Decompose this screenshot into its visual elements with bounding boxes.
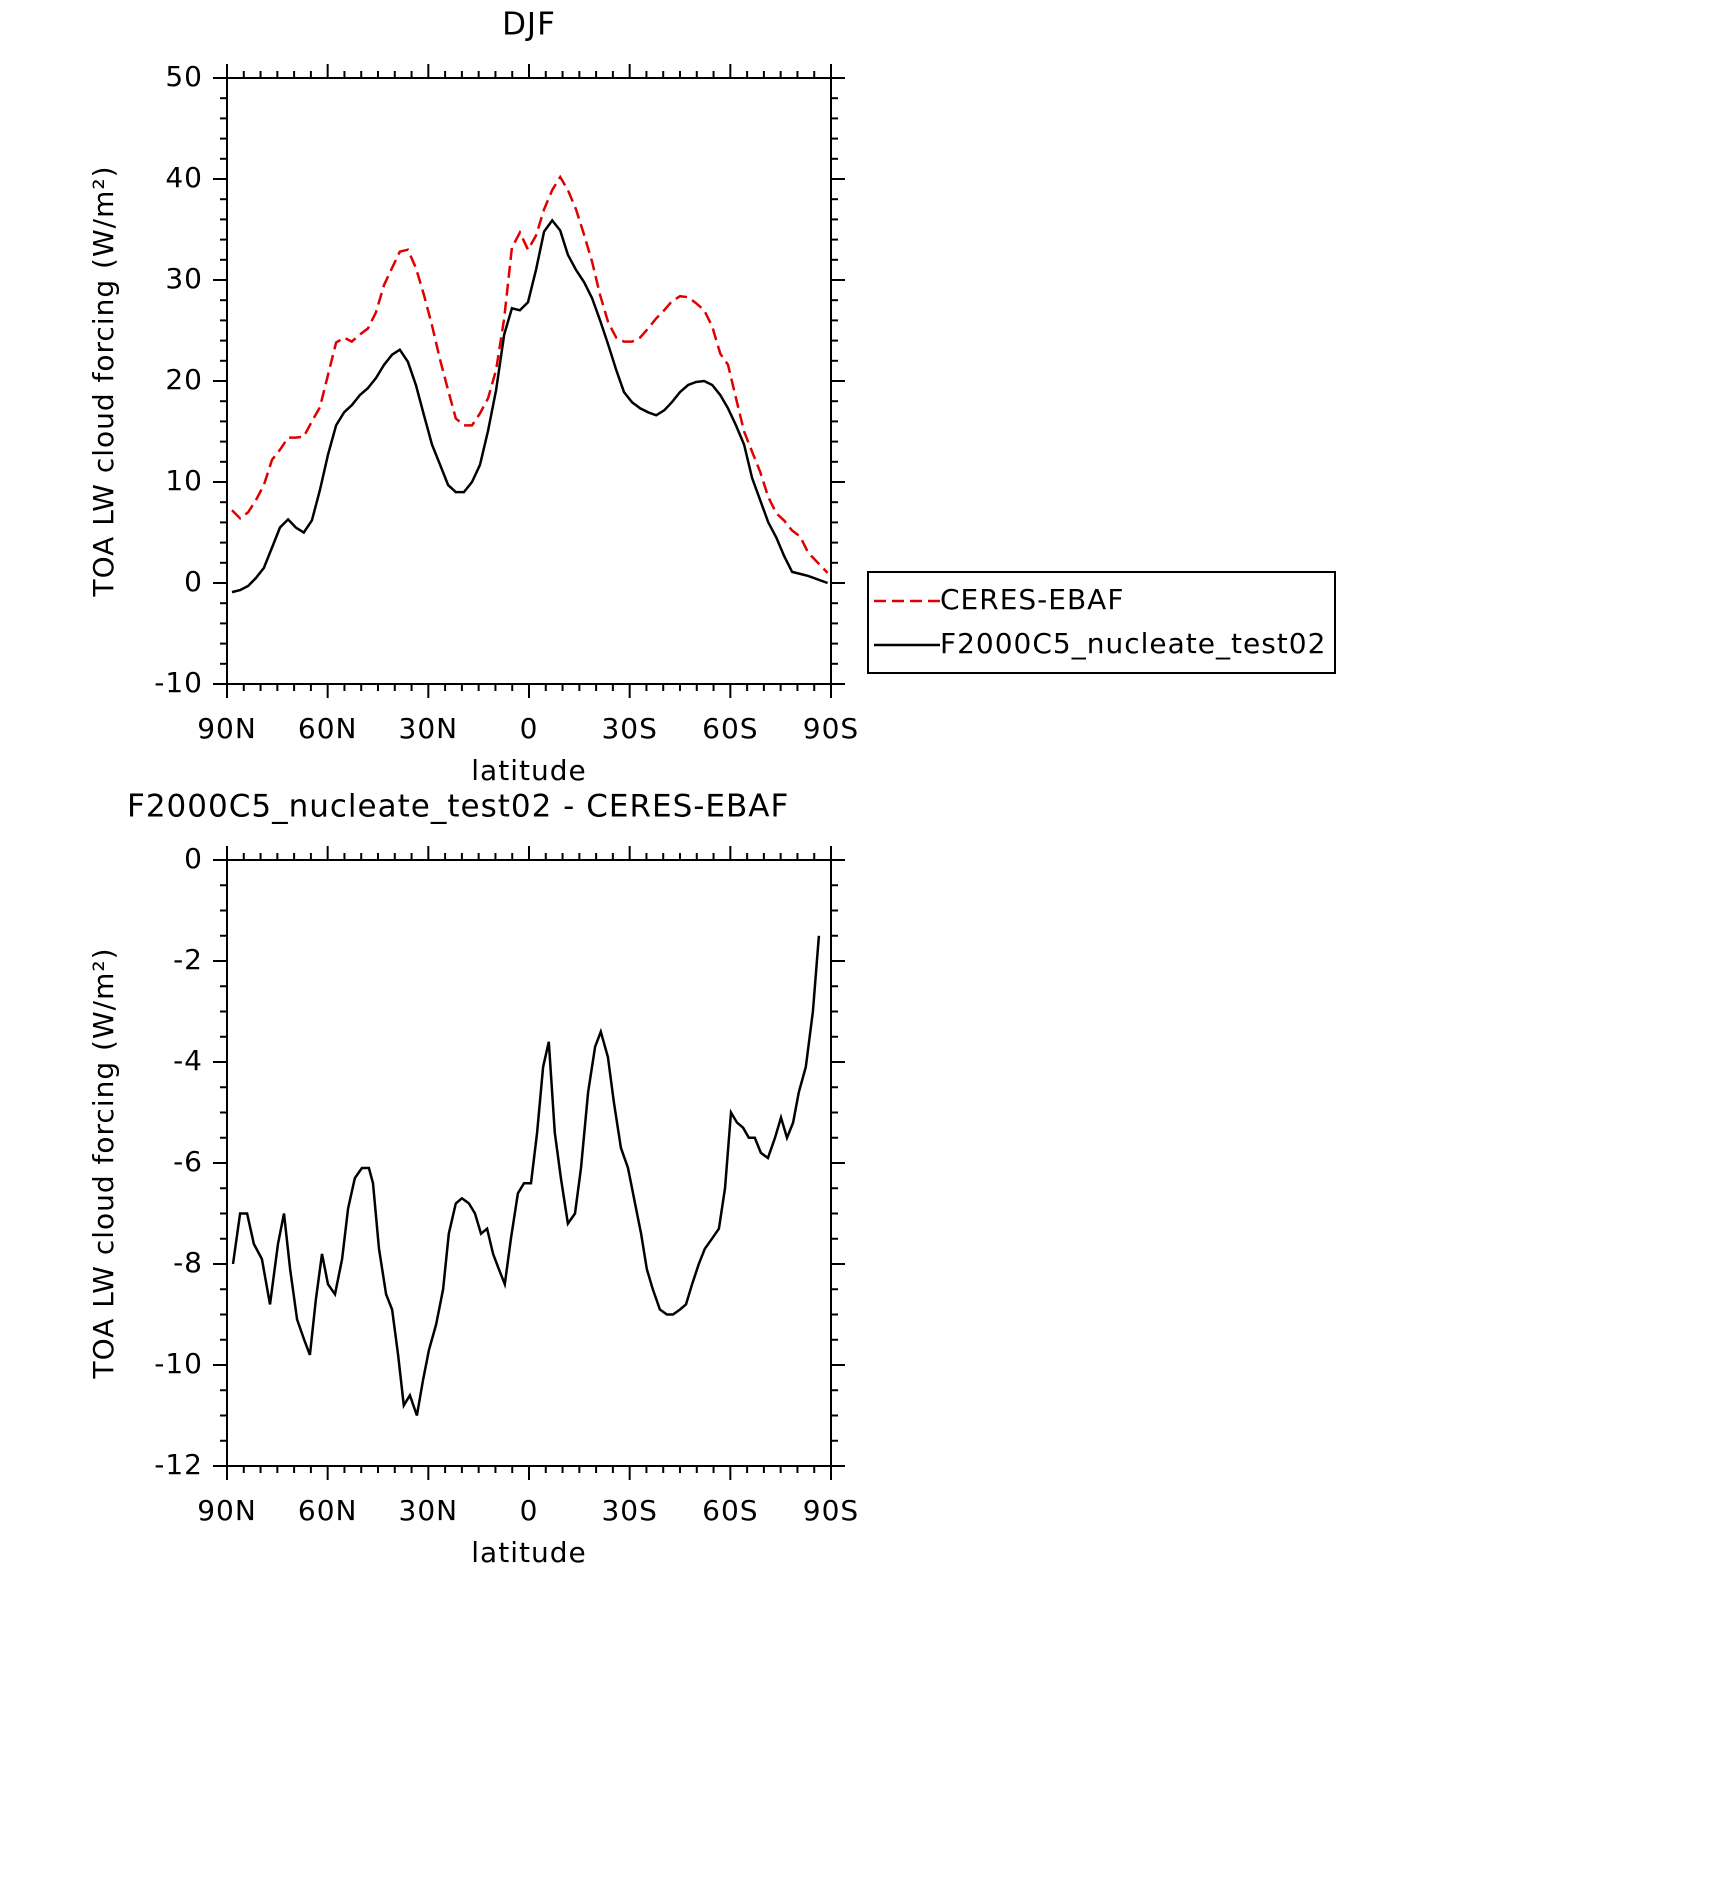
x-tick-label: 60S xyxy=(702,712,758,745)
plot-frame xyxy=(226,77,832,685)
data-line xyxy=(231,218,829,594)
y-tick-label: -10 xyxy=(154,1347,203,1380)
plot-frame xyxy=(226,859,832,1467)
x-axis-label: latitude xyxy=(471,754,586,787)
data-line xyxy=(231,174,829,574)
y-tick-label: 50 xyxy=(165,60,203,93)
legend-box xyxy=(867,571,1336,674)
y-tick-label: -4 xyxy=(173,1044,203,1077)
chart-title: DJF xyxy=(502,7,556,43)
x-tick-label: 90S xyxy=(803,712,859,745)
y-tick-label: -10 xyxy=(154,666,203,699)
y-tick-label: 0 xyxy=(184,565,203,598)
y-tick-label: -2 xyxy=(173,943,203,976)
x-tick-label: 60S xyxy=(702,1494,758,1527)
x-tick-label: 60N xyxy=(298,712,358,745)
x-tick-label: 0 xyxy=(520,1494,539,1527)
legend-label: F2000C5_nucleate_test02 xyxy=(940,627,1326,660)
chart-title: F2000C5_nucleate_test02 - CERES-EBAF xyxy=(127,789,789,825)
data-line xyxy=(231,935,821,1416)
y-tick-label: 10 xyxy=(165,464,203,497)
y-axis-label: TOA LW cloud forcing (W/m²) xyxy=(87,948,120,1380)
x-tick-label: 30S xyxy=(601,1494,657,1527)
y-tick-label: 0 xyxy=(184,842,203,875)
y-tick-label: 30 xyxy=(165,262,203,295)
x-tick-label: 90N xyxy=(197,1494,257,1527)
x-tick-label: 90S xyxy=(803,1494,859,1527)
x-axis-label: latitude xyxy=(471,1536,586,1569)
x-tick-label: 30N xyxy=(399,712,459,745)
x-tick-label: 90N xyxy=(197,712,257,745)
y-tick-label: -6 xyxy=(173,1145,203,1178)
y-tick-label: -8 xyxy=(173,1246,203,1279)
x-tick-label: 60N xyxy=(298,1494,358,1527)
y-tick-label: 20 xyxy=(165,363,203,396)
y-axis-label: TOA LW cloud forcing (W/m²) xyxy=(87,166,120,598)
x-tick-label: 0 xyxy=(520,712,539,745)
y-tick-label: -12 xyxy=(154,1448,203,1481)
x-tick-label: 30S xyxy=(601,712,657,745)
x-tick-label: 30N xyxy=(399,1494,459,1527)
legend-label: CERES-EBAF xyxy=(940,583,1124,616)
y-tick-label: 40 xyxy=(165,161,203,194)
